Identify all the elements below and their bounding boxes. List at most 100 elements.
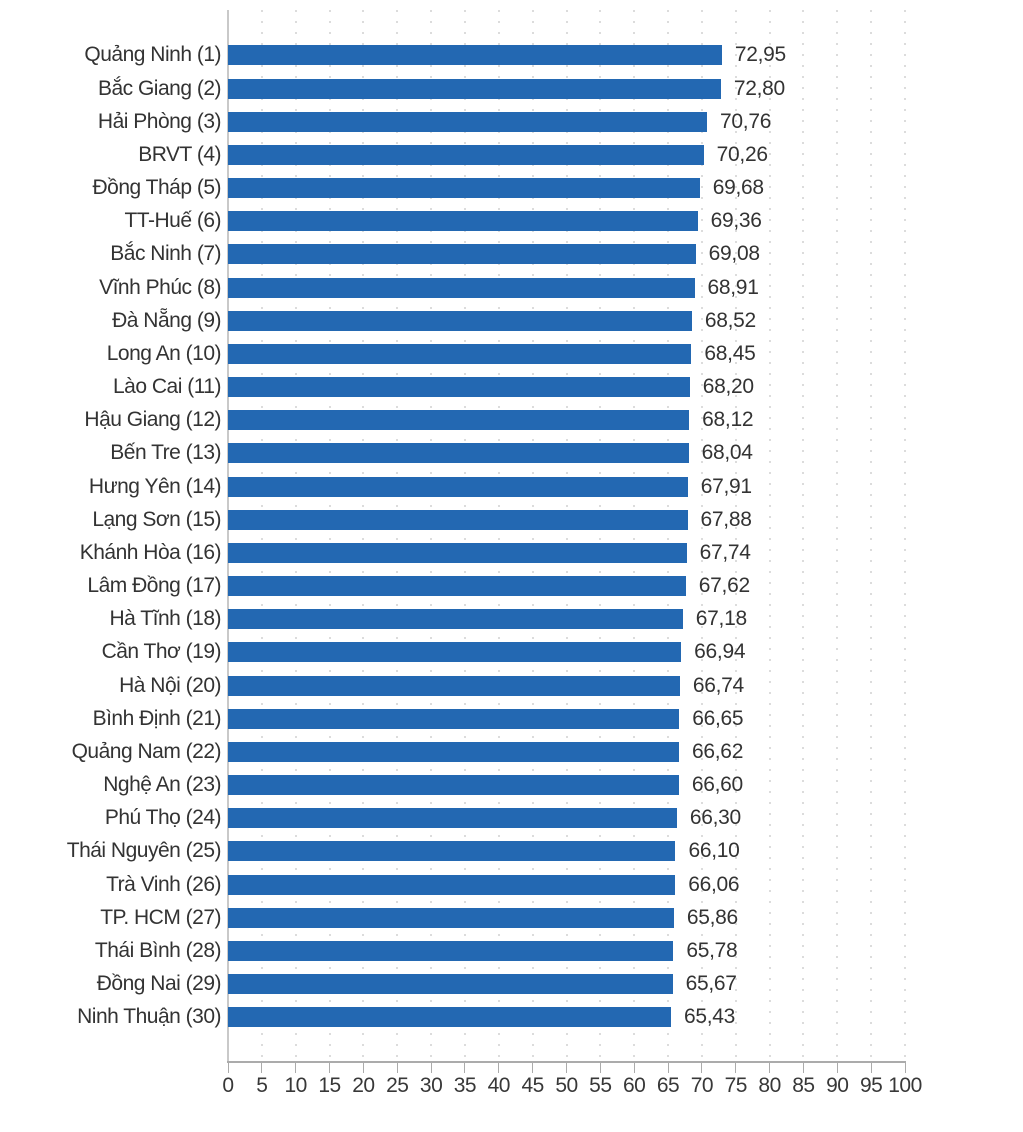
x-tick-label: 15	[318, 1074, 341, 1097]
bar	[228, 609, 683, 630]
category-label: TP. HCM (27)	[100, 905, 221, 929]
x-tick-label: 40	[487, 1074, 511, 1097]
x-tick-label: 20	[352, 1074, 375, 1097]
value-label: 66,65	[692, 706, 744, 730]
value-label: 68,04	[701, 441, 753, 465]
bar	[228, 741, 680, 762]
category-label: Quảng Ninh (1)	[84, 43, 221, 67]
bar	[228, 940, 674, 961]
category-label: Đồng Tháp (5)	[92, 176, 221, 200]
x-tick-label: 65	[656, 1074, 680, 1097]
x-tick	[261, 1063, 263, 1073]
x-tick-label: 30	[419, 1074, 443, 1097]
bar	[228, 211, 698, 232]
bar	[228, 708, 680, 729]
bar	[228, 476, 688, 497]
bar	[228, 443, 689, 464]
bar	[228, 277, 695, 298]
bar	[228, 377, 690, 398]
gridline	[633, 10, 636, 1061]
category-label: Đồng Nai (29)	[96, 972, 222, 996]
bar	[228, 874, 676, 895]
value-label: 66,06	[688, 872, 740, 896]
x-tick-label: 70	[690, 1074, 714, 1097]
category-label: Bắc Giang (2)	[97, 76, 222, 100]
gridline	[734, 10, 737, 1061]
gridline	[260, 10, 263, 1061]
x-tick	[836, 1063, 838, 1073]
value-label: 67,88	[700, 507, 752, 531]
category-label: Bến Tre (13)	[110, 441, 221, 465]
value-label: 65,67	[685, 972, 737, 996]
value-label: 72,95	[734, 43, 786, 67]
category-label: Bình Định (21)	[92, 706, 222, 730]
category-label: Lào Cai (11)	[112, 375, 222, 399]
value-label: 70,76	[720, 109, 772, 133]
bar	[228, 1007, 671, 1028]
gridline	[599, 10, 602, 1061]
gridline	[904, 10, 906, 1061]
bar	[228, 509, 688, 530]
x-tick-label: 90	[826, 1074, 849, 1097]
category-label: Thái Bình (28)	[94, 938, 222, 962]
bar	[228, 642, 682, 663]
x-tick-label: 80	[758, 1074, 781, 1097]
category-label: Nghệ An (23)	[103, 773, 221, 797]
bar	[228, 244, 696, 265]
gridline	[802, 10, 805, 1061]
bar	[228, 675, 680, 696]
gridline	[430, 10, 433, 1061]
category-label: Bắc Ninh (7)	[110, 242, 221, 266]
x-tick-label: 10	[284, 1074, 308, 1097]
gridline	[768, 10, 771, 1061]
category-label: Lạng Sơn (15)	[92, 507, 221, 531]
category-label: Ninh Thuận (30)	[77, 1005, 221, 1029]
bar	[228, 45, 722, 66]
x-tick-label: 35	[453, 1074, 477, 1097]
category-label: Hà Nội (20)	[119, 673, 221, 697]
x-tick	[769, 1063, 771, 1073]
value-label: 68,20	[702, 375, 754, 399]
x-tick	[329, 1063, 331, 1073]
gridline	[565, 10, 568, 1061]
bar	[228, 78, 721, 99]
x-tick-label: 55	[589, 1074, 612, 1097]
value-label: 68,45	[704, 341, 756, 365]
bar	[228, 111, 708, 132]
x-tick	[430, 1063, 432, 1073]
value-label: 68,91	[707, 275, 759, 299]
category-label: Hải Phòng (3)	[97, 109, 222, 133]
bar	[228, 974, 673, 995]
x-tick	[633, 1063, 635, 1073]
x-tick	[295, 1063, 297, 1073]
value-label: 65,86	[686, 905, 738, 929]
bar	[228, 907, 674, 928]
value-label: 66,30	[689, 806, 741, 830]
value-label: 66,10	[688, 839, 740, 863]
gridline	[667, 10, 670, 1061]
value-label: 67,18	[695, 607, 747, 631]
bar	[228, 310, 692, 331]
x-tick-label: 95	[859, 1074, 883, 1097]
category-label: Hưng Yên (14)	[88, 474, 222, 498]
gridline	[328, 10, 331, 1061]
x-tick	[498, 1063, 500, 1073]
value-label: 65,78	[686, 938, 738, 962]
gridline	[362, 10, 365, 1061]
x-tick	[532, 1063, 534, 1073]
x-tick-label: 60	[623, 1074, 646, 1097]
x-tick	[802, 1063, 804, 1073]
value-label: 70,26	[716, 142, 768, 166]
category-label: Hà Tĩnh (18)	[109, 607, 222, 631]
gridline	[700, 10, 703, 1061]
gridline	[497, 10, 500, 1061]
x-tick-label: 45	[521, 1074, 544, 1097]
category-label: Thái Nguyên (25)	[66, 839, 222, 863]
x-tick	[701, 1063, 703, 1073]
value-label: 67,62	[698, 574, 750, 598]
gridline	[463, 10, 466, 1061]
gridline	[396, 10, 399, 1061]
x-tick-label: 75	[724, 1074, 748, 1097]
category-label: TT-Huế (6)	[124, 209, 221, 233]
x-tick	[667, 1063, 669, 1073]
